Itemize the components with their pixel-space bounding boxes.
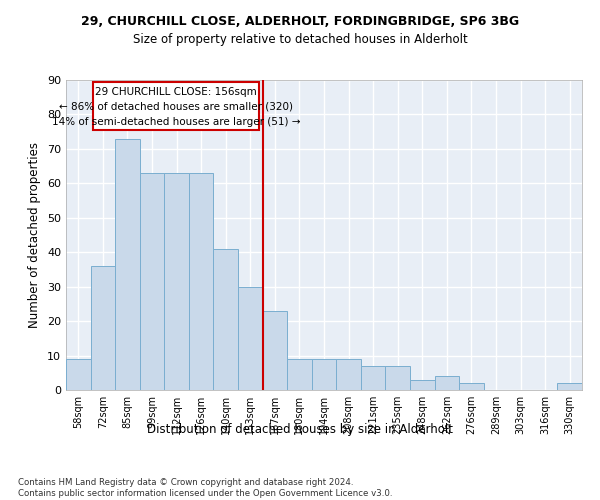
Bar	[66, 359, 91, 390]
Bar	[459, 383, 484, 390]
Bar	[140, 173, 164, 390]
Text: 14% of semi-detached houses are larger (51) →: 14% of semi-detached houses are larger (…	[52, 116, 300, 126]
Bar	[91, 266, 115, 390]
Bar	[214, 249, 238, 390]
FancyBboxPatch shape	[93, 82, 259, 130]
Text: Contains HM Land Registry data © Crown copyright and database right 2024.
Contai: Contains HM Land Registry data © Crown c…	[18, 478, 392, 498]
Bar	[164, 173, 189, 390]
Text: 29, CHURCHILL CLOSE, ALDERHOLT, FORDINGBRIDGE, SP6 3BG: 29, CHURCHILL CLOSE, ALDERHOLT, FORDINGB…	[81, 15, 519, 28]
Bar	[263, 311, 287, 390]
Bar	[312, 359, 336, 390]
Bar	[361, 366, 385, 390]
Text: ← 86% of detached houses are smaller (320): ← 86% of detached houses are smaller (32…	[59, 102, 293, 112]
Bar	[557, 383, 582, 390]
Text: Size of property relative to detached houses in Alderholt: Size of property relative to detached ho…	[133, 32, 467, 46]
Bar	[287, 359, 312, 390]
Bar	[189, 173, 214, 390]
Bar	[336, 359, 361, 390]
Bar	[115, 138, 140, 390]
Bar	[410, 380, 434, 390]
Bar	[385, 366, 410, 390]
Bar	[238, 286, 263, 390]
Bar	[434, 376, 459, 390]
Text: 29 CHURCHILL CLOSE: 156sqm: 29 CHURCHILL CLOSE: 156sqm	[95, 87, 257, 97]
Y-axis label: Number of detached properties: Number of detached properties	[28, 142, 41, 328]
Text: Distribution of detached houses by size in Alderholt: Distribution of detached houses by size …	[147, 422, 453, 436]
